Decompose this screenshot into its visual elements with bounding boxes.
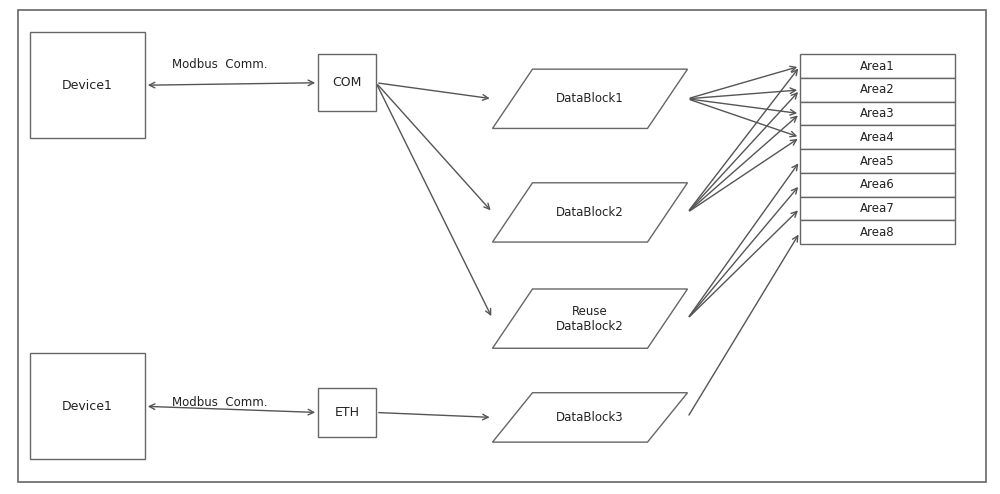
Bar <box>800 173 955 197</box>
Text: Area6: Area6 <box>860 178 895 191</box>
Bar <box>800 149 955 173</box>
Text: Area4: Area4 <box>860 131 895 144</box>
Bar <box>800 54 955 78</box>
Polygon shape <box>492 393 688 442</box>
Text: COM: COM <box>332 76 362 89</box>
Text: Device1: Device1 <box>62 79 113 92</box>
Text: Area2: Area2 <box>860 83 895 96</box>
Bar <box>318 388 376 437</box>
Polygon shape <box>492 69 688 128</box>
Text: Area8: Area8 <box>860 226 895 239</box>
Bar <box>800 125 955 149</box>
Text: DataBlock2: DataBlock2 <box>556 206 624 219</box>
Text: Area3: Area3 <box>860 107 895 120</box>
Polygon shape <box>492 289 688 348</box>
Text: Area1: Area1 <box>860 60 895 73</box>
Bar <box>800 197 955 220</box>
Bar <box>30 32 145 138</box>
Text: Modbus  Comm.: Modbus Comm. <box>172 396 268 409</box>
Text: Area7: Area7 <box>860 202 895 215</box>
Bar <box>318 54 376 111</box>
Text: Area5: Area5 <box>860 155 895 167</box>
Text: Reuse
DataBlock2: Reuse DataBlock2 <box>556 305 624 332</box>
Text: DataBlock1: DataBlock1 <box>556 92 624 105</box>
Bar <box>30 353 145 459</box>
Text: Device1: Device1 <box>62 400 113 413</box>
Polygon shape <box>492 183 688 242</box>
Bar <box>800 220 955 244</box>
Text: DataBlock3: DataBlock3 <box>556 411 624 424</box>
Text: Modbus  Comm.: Modbus Comm. <box>172 58 268 71</box>
Bar <box>800 102 955 125</box>
Bar <box>800 78 955 102</box>
Text: ETH: ETH <box>335 406 360 419</box>
